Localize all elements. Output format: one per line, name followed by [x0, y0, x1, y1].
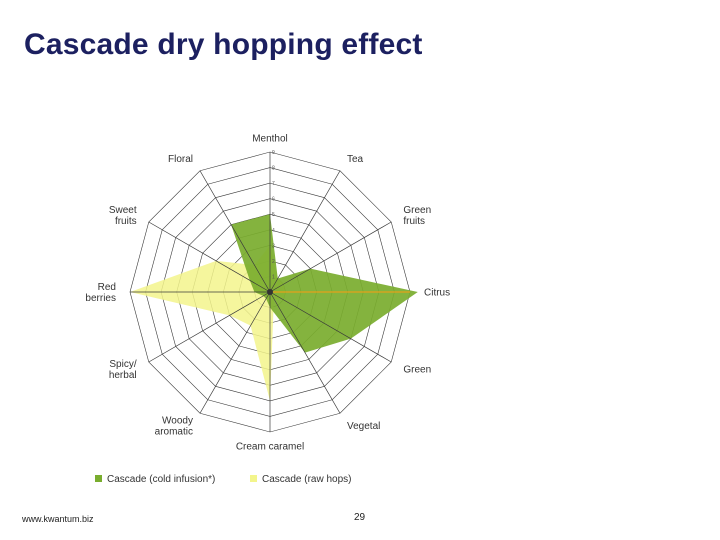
legend-label-1: Cascade (raw hops)	[262, 474, 351, 485]
series-area-1	[130, 245, 286, 401]
tick-label-1: 1	[272, 274, 275, 280]
axis-line-4	[269, 291, 392, 363]
axis-line-8	[148, 291, 271, 363]
axis-line-10	[148, 221, 271, 293]
tick-label-2: 2	[272, 259, 275, 265]
radar-axes	[130, 152, 410, 432]
axis-label-1: Tea	[347, 154, 364, 165]
page-number: 29	[354, 512, 366, 523]
tick-label-7: 7	[272, 181, 275, 187]
slide-title: Cascade dry hopping effect	[24, 28, 423, 61]
axis-label-2: Green fruits	[403, 205, 431, 227]
axis-label-0: Menthol	[252, 134, 288, 145]
axis-label-11: Floral	[168, 154, 193, 165]
axis-label-3: Citrus	[424, 288, 450, 299]
chart-legend: Cascade (cold infusion*) Cascade (raw hop…	[95, 474, 351, 485]
legend-swatch-0	[95, 475, 102, 482]
axis-line-7	[199, 291, 271, 414]
tick-label-8: 8	[272, 166, 275, 172]
tick-label-5: 5	[272, 212, 275, 218]
axis-line-1	[269, 170, 341, 293]
legend-swatch-1	[250, 475, 257, 482]
axis-line-11	[199, 170, 271, 293]
tick-label-6: 6	[272, 197, 275, 203]
axis-label-4: Green	[403, 365, 431, 376]
tick-label-3: 3	[272, 243, 275, 249]
axis-label-5: Vegetal	[347, 421, 380, 432]
series-area-0	[231, 214, 418, 353]
radar-tick-labels: 1 2 3 4 5 6 7 8 9	[272, 150, 275, 280]
tick-label-9: 9	[272, 150, 275, 156]
legend-label-0: Cascade (cold infusion*)	[107, 474, 215, 485]
radar-axis-labels: Menthol Tea Green fruits Citrus Green Vegetal C…	[85, 134, 450, 453]
axis-label-8: Spicy/herbal	[109, 359, 137, 381]
footer-url: www.kwantum.biz	[22, 514, 94, 524]
radar-chart: 1 2 3 4 5 6 7 8 9 Menthol Tea Green fruits Citrus Gre…	[85, 134, 450, 486]
radar-center	[267, 289, 273, 295]
axis-label-10: Sweet fruits	[109, 205, 137, 227]
axis-label-7: Woody aromatic	[155, 415, 193, 437]
axis-label-6: Cream caramel	[236, 442, 304, 453]
axis-line-2	[269, 221, 392, 293]
tick-label-4: 4	[272, 228, 275, 234]
axis-label-9: Red berries	[85, 282, 116, 304]
radar-series	[130, 214, 418, 401]
axis-line-5	[269, 291, 341, 414]
